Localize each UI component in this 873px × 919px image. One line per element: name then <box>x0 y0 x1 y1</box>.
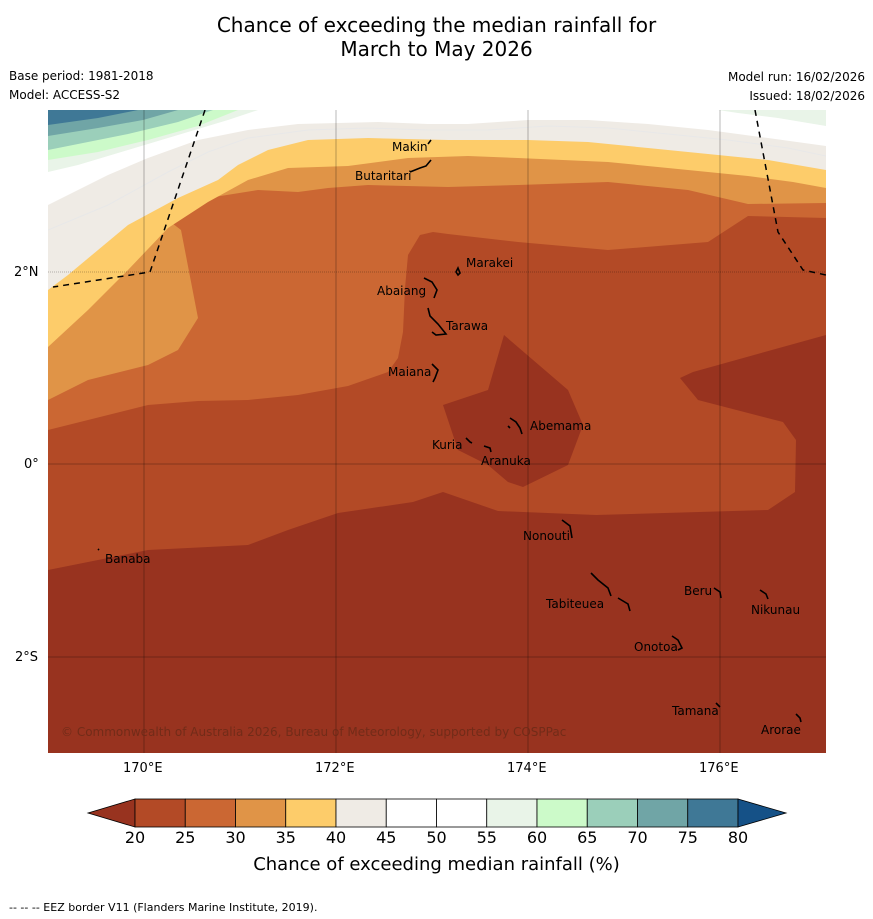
label-nikunau: Nikunau <box>751 603 800 617</box>
colorbar <box>86 798 788 828</box>
colorbar-segment <box>586 798 638 828</box>
label-marakei: Marakei <box>466 256 513 270</box>
island-tarawa <box>427 307 448 336</box>
label-tabiteuea: Tabiteuea <box>545 597 604 611</box>
lat-label-2n: 2°N <box>14 265 39 280</box>
island-beru <box>713 587 722 599</box>
band-40-45 <box>48 110 826 347</box>
colorbar-segment <box>134 798 186 828</box>
island-onotoa <box>671 635 684 651</box>
colorbar-tick-label: 20 <box>124 828 146 847</box>
label-tarawa: Tarawa <box>445 319 488 333</box>
label-maiana: Maiana <box>388 365 431 379</box>
colorbar-extend-high <box>737 798 788 828</box>
island-maiana <box>431 363 439 383</box>
eez-border-left <box>52 110 206 288</box>
label-kuria: Kuria <box>432 438 463 452</box>
island-nikunau <box>759 589 769 600</box>
colorbar-segment <box>184 798 236 828</box>
island-banaba <box>97 548 100 551</box>
islands <box>97 139 802 723</box>
label-onotoa: Onotoa <box>634 640 678 654</box>
lon-label-172e: 172°E <box>315 761 355 776</box>
island-aranuka <box>483 445 492 453</box>
colorbar-tick-label: 45 <box>376 828 397 847</box>
island-abaiang <box>423 277 438 299</box>
label-arorae: Arorae <box>761 723 801 737</box>
island-makin <box>427 139 432 145</box>
issued-text: Issued: 18/02/2026 <box>749 89 865 103</box>
colorbar-segment <box>385 798 437 828</box>
model-run-text: Model run: 16/02/2026 <box>727 70 865 84</box>
eez-border-right <box>754 110 826 276</box>
island-tabiteuea <box>590 572 631 612</box>
island-marakei <box>455 266 461 277</box>
colorbar-segment <box>486 798 538 828</box>
lon-label-174e: 174°E <box>507 761 547 776</box>
colorbar-segment <box>436 798 488 828</box>
lon-label-170e: 170°E <box>123 761 163 776</box>
colorbar-title: Chance of exceeding median rainfall (%) <box>253 854 620 875</box>
colorbar-tick-label: 50 <box>426 828 447 847</box>
colorbar-tick-label: 35 <box>275 828 296 847</box>
colorbar-tick-label: 25 <box>175 828 196 847</box>
label-makin: Makin <box>392 140 428 154</box>
base-period-text: Base period: 1981-2018 <box>9 69 154 83</box>
lat-label-eq: 0° <box>24 457 39 472</box>
island-kuria <box>465 437 473 444</box>
label-beru: Beru <box>684 584 712 598</box>
colorbar-segment <box>536 798 588 828</box>
band-55-60-right <box>718 110 826 126</box>
colorbar-tick-label: 30 <box>225 828 246 847</box>
colorbar-tick-label: 65 <box>577 828 598 847</box>
colorbar-segment <box>335 798 387 828</box>
band-45-50 <box>48 110 826 290</box>
colorbar-segment <box>285 798 337 828</box>
colorbar-segment <box>637 798 689 828</box>
label-nonouti: Nonouti <box>523 529 570 543</box>
colorbar-tick-label: 80 <box>727 828 749 847</box>
lon-label-176e: 176°E <box>699 761 739 776</box>
colorbar-extend-low <box>86 798 136 828</box>
island-butaritari <box>409 159 432 173</box>
label-banaba: Banaba <box>105 552 151 566</box>
label-tamana: Tamana <box>671 704 719 718</box>
eez-footnote: -- -- -- EEZ border V11 (Flanders Marine… <box>9 901 318 914</box>
blob-20-25-center <box>443 335 583 487</box>
map-panel: Makin Butaritari Marakei Abaiang Tarawa … <box>48 110 826 753</box>
island-arorae <box>795 713 802 723</box>
colorbar-tick-label: 75 <box>677 828 698 847</box>
graticule <box>48 110 826 753</box>
map-title-line2: March to May 2026 <box>340 37 533 61</box>
island-abemama <box>507 417 523 435</box>
colorbar-tick-label: 40 <box>325 828 347 847</box>
label-butaritari: Butaritari <box>355 169 412 183</box>
map-svg: Makin Butaritari Marakei Abaiang Tarawa … <box>48 110 826 753</box>
map-title-line1: Chance of exceeding the median rainfall … <box>216 13 657 37</box>
island-tamana <box>715 702 721 708</box>
colorbar-tick-label: 60 <box>526 828 548 847</box>
colorbar-segment <box>235 798 287 828</box>
label-abaiang: Abaiang <box>377 284 426 298</box>
band-75-80 <box>48 110 138 125</box>
island-nonouti <box>561 519 573 539</box>
contour-line <box>48 125 826 231</box>
model-text: Model: ACCESS-S2 <box>9 88 121 102</box>
colorbar-tick-label: 55 <box>476 828 497 847</box>
label-abemama: Abemama <box>530 419 591 433</box>
copyright-text: © Commonwealth of Australia 2026, Bureau… <box>61 725 566 739</box>
label-aranuka: Aranuka <box>481 454 531 468</box>
colorbar-tick-label: 70 <box>627 828 648 847</box>
lat-label-2s: 2°S <box>15 650 39 665</box>
colorbar-segment <box>687 798 739 828</box>
